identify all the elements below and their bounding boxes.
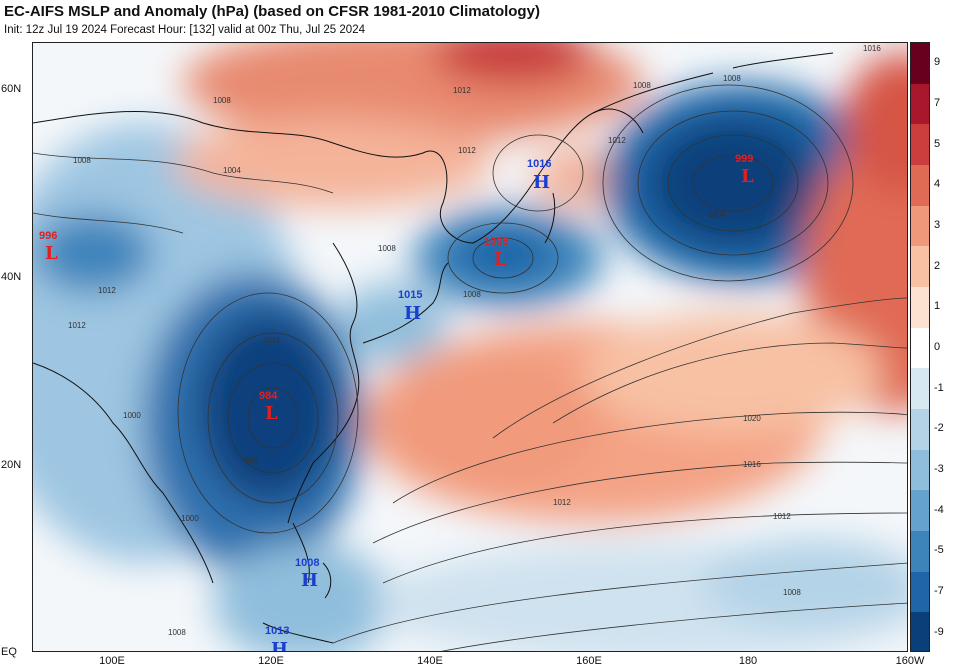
center-letter: H [301,570,318,591]
contour-label: 1012 [553,498,571,507]
lon-label-180: 180 [738,655,758,667]
colorbar-segment [911,83,929,125]
colorbar-segment [911,327,929,369]
map-canvas: 1008 1008 1008 1004 1012 1012 1012 1016 … [33,43,907,652]
center-letter: H [404,303,421,324]
contour-labels: 1008 1008 1008 1004 1012 1012 1012 1016 … [68,44,881,637]
contour-label: 1012 [68,321,86,330]
isobars [33,84,907,651]
contour-label: 1008 [783,588,801,597]
colorbar-label: 4 [934,178,941,191]
high-center: 1016 H [527,158,551,193]
lon-label-160w: 160W [895,655,925,667]
mslp-anomaly-map: 1008 1008 1008 1004 1012 1012 1012 1016 … [32,42,908,652]
contour-label: 1012 [98,286,116,295]
center-letter: H [533,172,550,193]
high-center: 1015 H [398,289,422,324]
colorbar-segment [911,205,929,247]
anomaly-shading [33,43,907,651]
lon-label-140e: 140E [417,655,443,667]
low-center: 1005 L [484,236,508,270]
lon-label-100e: 100E [99,655,125,667]
contour-label: 1012 [458,146,476,155]
contour-label: 1008 [213,96,231,105]
colorbar-label: -9 [934,625,944,638]
lat-label-20n: 20N [1,459,22,471]
center-value: 996 [39,230,57,242]
lon-label-160e: 160E [576,655,602,667]
center-value: 1013 [265,625,289,637]
contour-label: 996 [245,456,259,465]
contour-label: 1016 [263,336,281,345]
center-value: 999 [735,153,753,165]
contour-label: 1020 [743,414,761,423]
contour-label: 1012 [453,86,471,95]
colorbar-label: 0 [934,341,941,353]
coastlines [33,52,834,644]
colorbar-segment [911,246,929,287]
colorbar-label: 9 [934,56,941,69]
chart-subtitle: Init: 12z Jul 19 2024 Forecast Hour: [13… [4,24,365,36]
contour-label: 1008 [378,244,396,253]
colorbar-label: -4 [934,503,944,516]
colorbar-segment [911,408,929,450]
colorbar-segment [911,612,929,651]
lat-label-40n: 40N [1,271,22,283]
low-center: 984 L [259,390,278,424]
center-value: 984 [259,390,278,402]
colorbar-segment [911,164,929,206]
contour-label: 1012 [773,512,791,521]
lat-label-60n: 60N [1,83,22,95]
lat-label-eq: EQ [1,646,17,658]
contour-label: 1008 [723,74,741,83]
colorbar-label: -7 [934,585,944,597]
contour-label: 1008 [463,290,481,299]
lon-label-120e: 120E [258,655,284,667]
center-value: 1016 [527,158,551,170]
colorbar-label: 5 [934,137,941,150]
colorbar-label: 2 [934,259,941,272]
colorbar-label: -5 [934,544,944,557]
contour-label: 1000 [123,411,141,420]
colorbar-label: 7 [934,97,941,109]
colorbar-segment [911,368,929,409]
contour-label: 1016 [743,460,761,469]
contour-label: 1008 [168,628,186,637]
colorbar-label: 1 [934,300,941,313]
colorbar-segment [911,43,929,84]
colorbar-segment [911,530,929,572]
pressure-centers: 996 L 984 L 1005 L 999 L 1016 H 1015 H [39,153,754,652]
center-letter: L [265,403,278,424]
high-center: 1013 H [265,625,289,652]
center-value: 1008 [295,557,319,569]
contour-label: 1004 [223,166,241,175]
colorbar-segment [911,490,929,531]
center-value: 1005 [484,236,508,248]
contour-label: 1004 [708,210,726,219]
center-letter: H [271,639,288,652]
high-center: 1008 H [295,557,319,591]
low-center: 996 L [39,230,58,264]
chart-title: EC-AIFS MSLP and Anomaly (hPa) (based on… [4,3,540,20]
anomaly-colorbar [910,42,930,652]
low-center: 999 L [735,153,754,187]
colorbar-segment [911,286,929,328]
contour-label: 1008 [73,156,91,165]
colorbar-label: -3 [934,463,944,475]
colorbar-label: -1 [934,381,944,394]
contour-label: 1012 [608,136,626,145]
colorbar-segment [911,449,929,491]
contour-label: 1000 [181,514,199,523]
center-letter: L [741,166,754,187]
center-letter: L [494,249,507,270]
contour-label: 1016 [863,44,881,53]
colorbar-label: -2 [934,422,944,435]
center-value: 1015 [398,289,422,301]
contour-label: 1008 [633,81,651,90]
colorbar-segment [911,571,929,613]
center-letter: L [45,243,58,264]
colorbar-segment [911,124,929,165]
colorbar-label: 3 [934,219,941,231]
